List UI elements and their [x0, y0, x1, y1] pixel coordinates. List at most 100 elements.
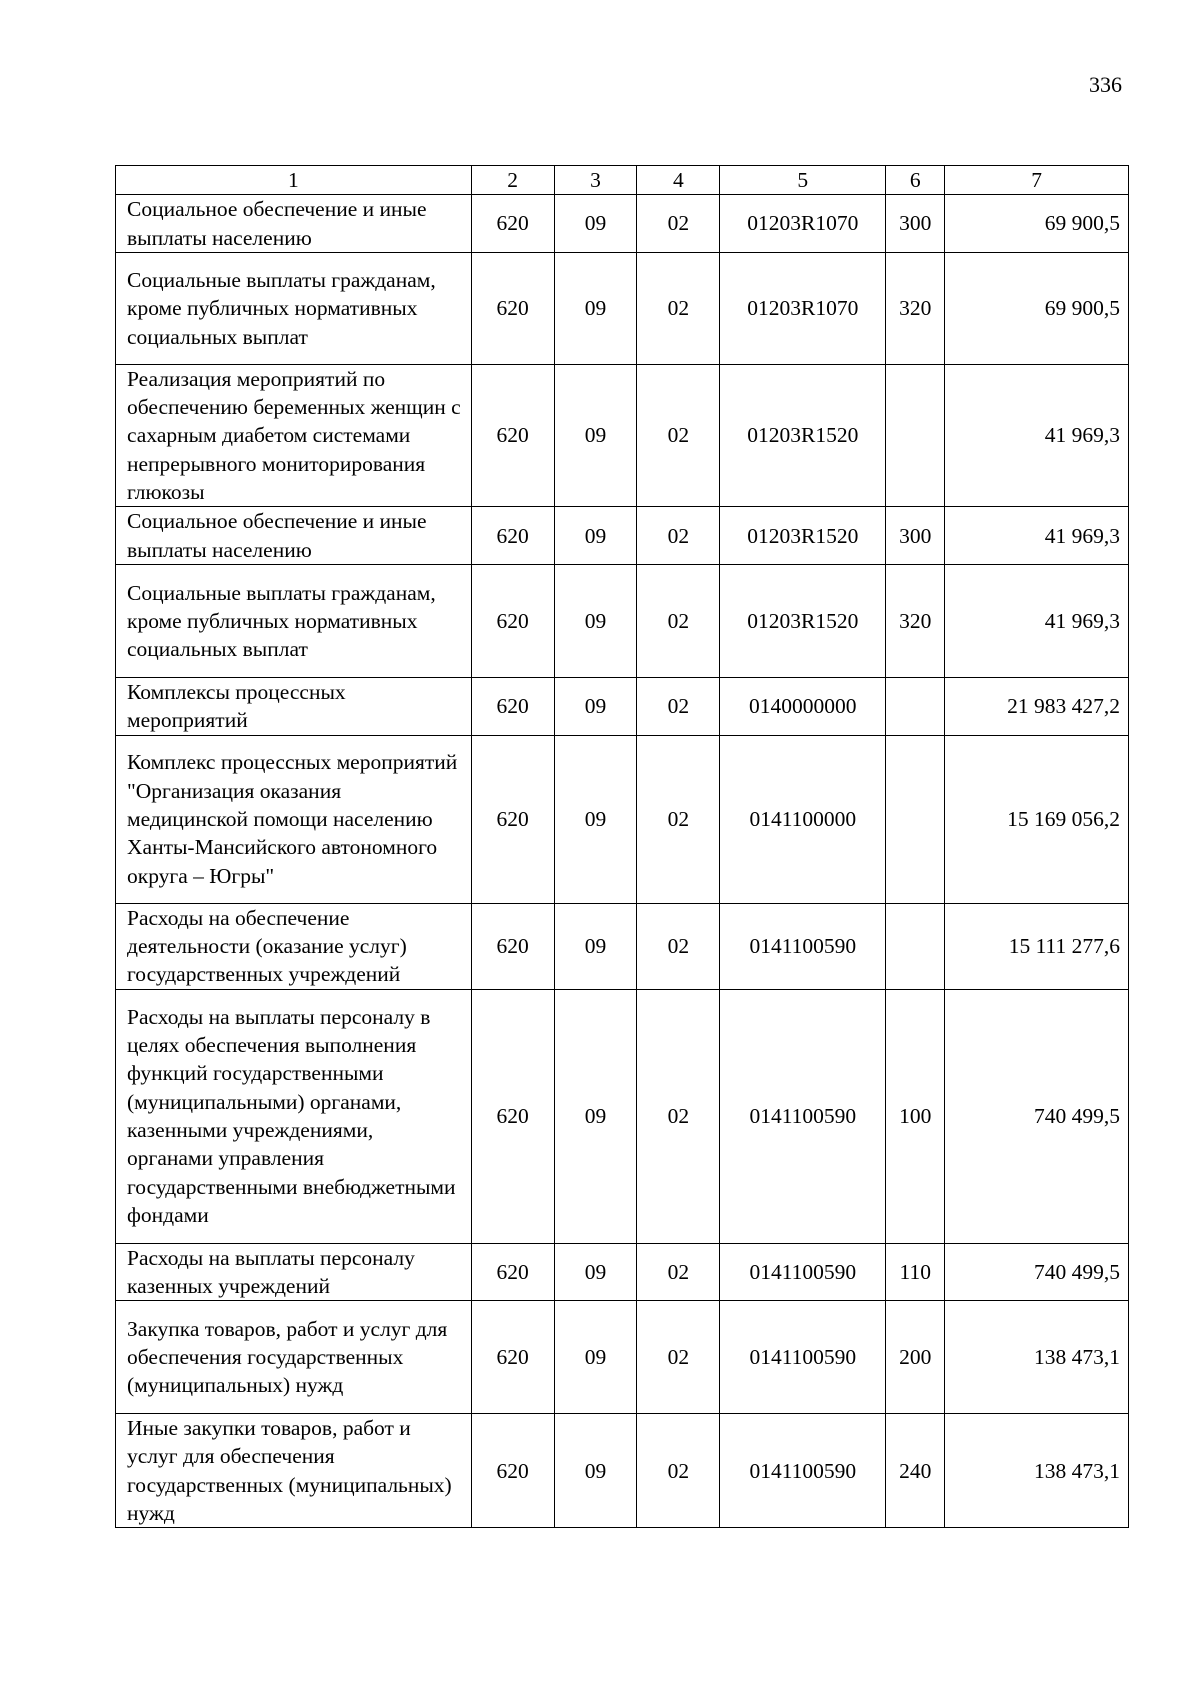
table-row: Иные закупки товаров, работ и услуг для …	[115, 1413, 1129, 1529]
cell-row-name: Расходы на выплаты персоналу казенных уч…	[115, 1242, 472, 1302]
cell-column-2: 620	[470, 902, 555, 990]
cell-row-name: Социальные выплаты гражданам, кроме публ…	[115, 563, 472, 678]
cell-row-name: Социальное обеспечение и иные выплаты на…	[115, 506, 472, 565]
cell-row-name: Социальные выплаты гражданам, кроме публ…	[115, 251, 472, 365]
cell-column-3: 09	[553, 902, 638, 990]
cell-column-3: 09	[553, 363, 638, 508]
cell-column-3: 09	[553, 1242, 638, 1302]
cell-column-4: 02	[636, 902, 721, 990]
cell-column-2: 620	[470, 251, 555, 365]
cell-row-name: Комплекс процессных мероприятий "Организ…	[115, 734, 472, 904]
table-row: Социальное обеспечение и иные выплаты на…	[115, 506, 1129, 565]
cell-column-7: 69 900,5	[944, 194, 1129, 253]
cell-column-5: 0141100590	[719, 1300, 887, 1415]
cell-row-name: Иные закупки товаров, работ и услуг для …	[115, 1413, 472, 1529]
table-row: Расходы на выплаты персоналу в целях обе…	[115, 988, 1129, 1244]
cell-column-2: 620	[470, 363, 555, 508]
cell-column-7: 41 969,3	[944, 506, 1129, 565]
table-row: Социальные выплаты гражданам, кроме публ…	[115, 563, 1129, 678]
cell-column-4: 02	[636, 734, 721, 904]
cell-column-7: 740 499,5	[944, 988, 1129, 1244]
cell-column-2: 620	[470, 734, 555, 904]
cell-column-2: 620	[470, 563, 555, 678]
cell-column-6: 200	[885, 1300, 946, 1415]
cell-column-4: 02	[636, 988, 721, 1244]
cell-column-6: 110	[885, 1242, 946, 1302]
cell-column-3: 09	[553, 563, 638, 678]
cell-column-4: 02	[636, 506, 721, 565]
cell-column-7: 138 473,1	[944, 1413, 1129, 1529]
cell-column-6: 320	[885, 251, 946, 365]
cell-column-6	[885, 902, 946, 990]
cell-row-name: Расходы на выплаты персоналу в целях обе…	[115, 988, 472, 1244]
cell-column-2: 620	[470, 1413, 555, 1529]
cell-column-7: 15 169 056,2	[944, 734, 1129, 904]
cell-column-6	[885, 676, 946, 736]
column-header-5: 5	[719, 164, 887, 196]
cell-column-2: 620	[470, 1300, 555, 1415]
table-row: Закупка товаров, работ и услуг для обесп…	[115, 1300, 1129, 1415]
cell-column-5: 0141100000	[719, 734, 887, 904]
cell-column-4: 02	[636, 363, 721, 508]
cell-column-2: 620	[470, 676, 555, 736]
cell-row-name: Реализация мероприятий по обеспечению бе…	[115, 363, 472, 508]
table-row: Комплексы процессных мероприятий 620 09 02 0…	[115, 676, 1129, 736]
cell-column-3: 09	[553, 506, 638, 565]
cell-row-name: Комплексы процессных мероприятий	[115, 676, 472, 736]
cell-column-4: 02	[636, 1300, 721, 1415]
cell-column-7: 69 900,5	[944, 251, 1129, 365]
column-header-7: 7	[944, 164, 1129, 196]
table-row: Социальные выплаты гражданам, кроме публ…	[115, 251, 1129, 365]
cell-column-6: 320	[885, 563, 946, 678]
cell-column-2: 620	[470, 506, 555, 565]
cell-column-7: 740 499,5	[944, 1242, 1129, 1302]
cell-column-3: 09	[553, 988, 638, 1244]
cell-column-4: 02	[636, 676, 721, 736]
cell-column-5: 01203R1520	[719, 506, 887, 565]
cell-column-5: 01203R1520	[719, 363, 887, 508]
cell-row-name: Социальное обеспечение и иные выплаты на…	[115, 194, 472, 253]
cell-column-2: 620	[470, 194, 555, 253]
cell-column-5: 0141100590	[719, 902, 887, 990]
cell-column-5: 01203R1070	[719, 251, 887, 365]
cell-column-4: 02	[636, 251, 721, 365]
cell-column-7: 41 969,3	[944, 563, 1129, 678]
cell-column-5: 01203R1070	[719, 194, 887, 253]
column-header-2: 2	[470, 164, 555, 196]
cell-column-6: 240	[885, 1413, 946, 1529]
cell-column-6: 100	[885, 988, 946, 1244]
column-header-4: 4	[636, 164, 721, 196]
table-row: Расходы на выплаты персоналу казенных уч…	[115, 1242, 1129, 1302]
table-row: Социальное обеспечение и иные выплаты на…	[115, 194, 1129, 253]
cell-column-6: 300	[885, 506, 946, 565]
column-header-1: 1	[115, 164, 472, 196]
cell-column-5: 01203R1520	[719, 563, 887, 678]
table-row: Реализация мероприятий по обеспечению бе…	[115, 363, 1129, 508]
cell-column-5: 0141100590	[719, 1242, 887, 1302]
table-row: Комплекс процессных мероприятий "Организ…	[115, 734, 1129, 904]
cell-column-4: 02	[636, 1242, 721, 1302]
cell-column-7: 138 473,1	[944, 1300, 1129, 1415]
cell-column-4: 02	[636, 1413, 721, 1529]
cell-column-3: 09	[553, 1300, 638, 1415]
column-header-3: 3	[553, 164, 638, 196]
cell-column-3: 09	[553, 194, 638, 253]
cell-column-5: 0141100590	[719, 1413, 887, 1529]
cell-column-2: 620	[470, 1242, 555, 1302]
cell-column-3: 09	[553, 734, 638, 904]
cell-column-2: 620	[470, 988, 555, 1244]
cell-row-name: Закупка товаров, работ и услуг для обесп…	[115, 1300, 472, 1415]
cell-column-4: 02	[636, 194, 721, 253]
cell-column-3: 09	[553, 676, 638, 736]
cell-column-7: 15 111 277,6	[944, 902, 1129, 990]
cell-row-name: Расходы на обеспечение деятельности (ока…	[115, 902, 472, 990]
column-header-6: 6	[885, 164, 946, 196]
table-row: Расходы на обеспечение деятельности (ока…	[115, 902, 1129, 990]
cell-column-4: 02	[636, 563, 721, 678]
cell-column-3: 09	[553, 251, 638, 365]
cell-column-7: 41 969,3	[944, 363, 1129, 508]
page-number: 336	[1089, 72, 1122, 97]
cell-column-5: 0141100590	[719, 988, 887, 1244]
